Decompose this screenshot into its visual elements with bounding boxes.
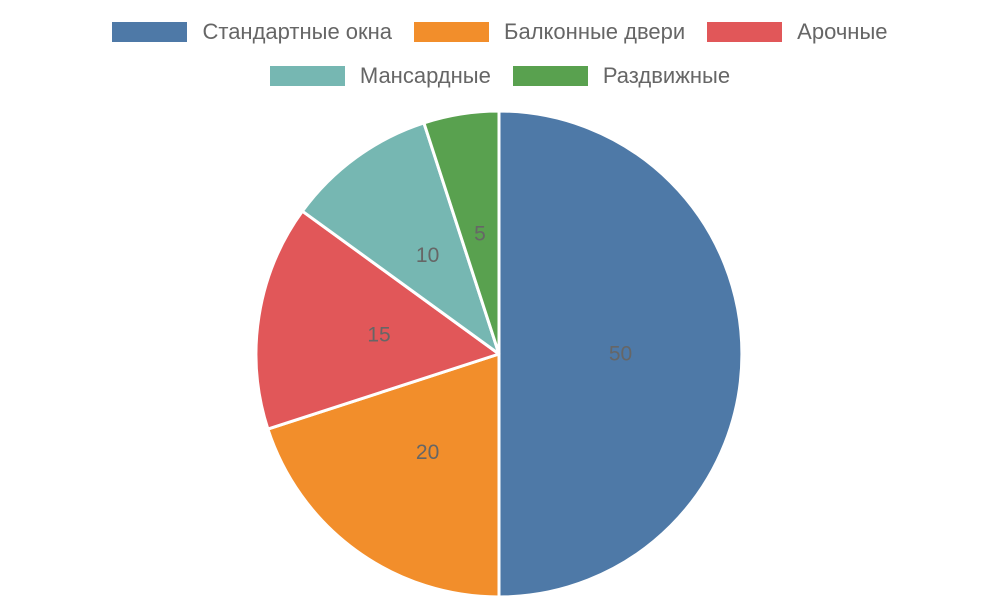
legend-swatch (414, 22, 490, 42)
legend-item[interactable]: Раздвижные (512, 63, 731, 89)
legend-item[interactable]: Балконные двери (414, 19, 685, 45)
legend-label: Арочные (797, 19, 888, 44)
pie-slice[interactable] (497, 109, 744, 599)
pie-slice[interactable] (254, 209, 501, 431)
slice-data-label: 5 (474, 222, 486, 245)
slice-data-label: 20 (416, 441, 439, 464)
legend-label: Балконные двери (504, 19, 686, 44)
legend-item[interactable]: Стандартные окна (112, 19, 392, 45)
legend-item[interactable]: Мансардные (269, 63, 491, 89)
pie-slice[interactable] (422, 109, 501, 356)
legend-label: Стандартные окна (202, 19, 393, 44)
slice-data-label: 50 (609, 343, 632, 366)
legend-label: Раздвижные (602, 63, 731, 88)
legend-row-2: Мансардные Раздвижные (0, 63, 1000, 89)
pie-slice[interactable] (266, 352, 501, 599)
legend-swatch (512, 66, 588, 86)
legend-item[interactable]: Арочные (707, 19, 888, 45)
legend-swatch (269, 66, 345, 86)
pie-slice[interactable] (300, 121, 501, 356)
slice-data-label: 15 (367, 323, 390, 346)
legend-swatch (707, 22, 783, 42)
legend-row-1: Стандартные окна Балконные двери Арочные (0, 19, 1000, 45)
slice-data-label: 10 (416, 244, 439, 267)
legend-swatch (112, 22, 188, 42)
legend-label: Мансардные (359, 63, 491, 88)
